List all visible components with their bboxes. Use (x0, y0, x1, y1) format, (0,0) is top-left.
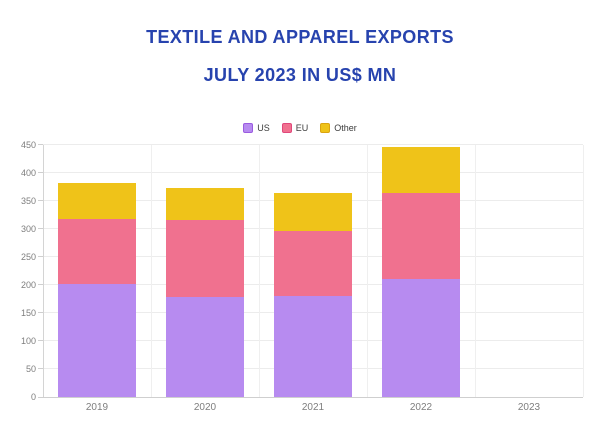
x-axis-label-2020: 2020 (193, 402, 217, 413)
y-tick-350 (38, 200, 43, 201)
y-axis-line (43, 145, 44, 397)
legend-swatch-us (243, 123, 254, 133)
gridline-x-5 (583, 145, 584, 397)
y-axis-label-250: 250 (20, 252, 36, 262)
bar-2022-us[interactable] (382, 279, 460, 397)
chart-title-line1: TEXTILE AND APPAREL EXPORTS (146, 27, 454, 47)
legend-swatch-eu (281, 123, 292, 133)
x-axis-label-2022: 2022 (409, 402, 433, 413)
chart-legend: US EU Other (0, 123, 600, 133)
y-tick-450 (38, 144, 43, 145)
y-tick-250 (38, 256, 43, 257)
y-tick-300 (38, 228, 43, 229)
x-axis-label-2021: 2021 (301, 402, 325, 413)
legend-label-us: US (257, 123, 270, 133)
legend-label-eu: EU (295, 123, 309, 133)
y-axis-label-200: 200 (20, 280, 36, 290)
gridline-x-3 (367, 145, 368, 397)
x-axis-label-2019: 2019 (85, 402, 109, 413)
y-axis-label-450: 450 (20, 140, 36, 150)
y-tick-100 (38, 340, 43, 341)
gridline-y-400 (43, 172, 583, 173)
y-axis-label-0: 0 (30, 392, 36, 402)
x-axis-labels: 2019 2020 2021 2022 2023 (43, 402, 583, 418)
y-axis-labels: 0 50 100 150 200 250 300 350 400 450 (2, 140, 36, 402)
legend-swatch-other (320, 123, 331, 133)
bar-2021-other[interactable] (274, 192, 352, 231)
bar-2021-eu[interactable] (274, 230, 352, 296)
chart-title-line2: JULY 2023 IN US$ MN (203, 65, 397, 85)
bar-2022-other[interactable] (382, 147, 460, 193)
bar-2020-other[interactable] (166, 188, 244, 221)
y-tick-50 (38, 368, 43, 369)
y-tick-0 (38, 397, 43, 398)
y-axis-label-100: 100 (20, 336, 36, 346)
legend-item-us[interactable]: US (243, 123, 270, 133)
y-axis-label-50: 50 (25, 364, 36, 374)
legend-item-other[interactable]: Other (320, 123, 357, 133)
y-axis-label-400: 400 (20, 168, 36, 178)
legend-label-other: Other (334, 123, 357, 133)
bar-2021-us[interactable] (274, 295, 352, 397)
y-axis-label-300: 300 (20, 224, 36, 234)
gridline-y-0 (43, 397, 583, 398)
y-tick-400 (38, 172, 43, 173)
bar-2019-eu[interactable] (58, 218, 136, 284)
y-axis-label-150: 150 (20, 308, 36, 318)
plot-area (38, 144, 584, 398)
y-axis-label-350: 350 (20, 196, 36, 206)
bar-2019-us[interactable] (58, 283, 136, 397)
gridline-y-450 (43, 144, 583, 145)
x-axis-label-2023: 2023 (517, 402, 541, 413)
bar-2020-eu[interactable] (166, 220, 244, 298)
gridline-x-2 (259, 145, 260, 397)
bar-2019-other[interactable] (58, 183, 136, 219)
y-tick-150 (38, 312, 43, 313)
gridline-x-4 (475, 145, 476, 397)
legend-item-eu[interactable]: EU (281, 123, 309, 133)
bar-2022-eu[interactable] (382, 192, 460, 280)
gridline-x-1 (151, 145, 152, 397)
y-tick-200 (38, 284, 43, 285)
bar-2020-us[interactable] (166, 297, 244, 397)
